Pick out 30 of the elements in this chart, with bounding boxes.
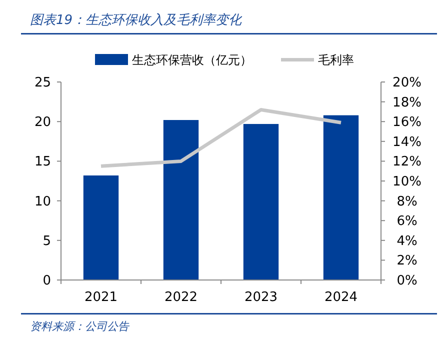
y-tick-label: 20	[34, 115, 51, 130]
bar	[163, 120, 199, 280]
y2-tick-label: 0%	[396, 274, 418, 288]
line-series	[99, 108, 343, 168]
x-tick-label: 2021	[84, 290, 118, 305]
y2-tick-label: 18%	[392, 95, 422, 110]
bar	[243, 124, 279, 280]
legend-label: 生态环保营收（亿元）	[132, 53, 252, 67]
y2-tick-label: 20%	[392, 76, 422, 90]
y2-tick-label: 2%	[396, 254, 418, 269]
x-tick-label: 2024	[324, 290, 358, 305]
legend-label: 毛利率	[318, 53, 354, 67]
y2-tick-label: 4%	[396, 234, 418, 249]
y-tick-label: 0	[42, 274, 51, 288]
text: 资料来源：公司公告	[30, 320, 130, 333]
y2-tick-label: 12%	[392, 154, 422, 170]
y-tick-label: 5	[42, 234, 51, 249]
y2-tick-label: 8%	[396, 194, 418, 210]
y-tick-label: 15	[34, 154, 51, 170]
y2-tick-label: 14%	[392, 134, 422, 150]
y-tick-label: 25	[34, 76, 51, 90]
bar	[323, 115, 359, 280]
x-tick-label: 2023	[244, 290, 278, 305]
y-tick-label: 10	[34, 194, 51, 210]
y2-tick-label: 6%	[396, 214, 418, 230]
chart-title: 图表19：生态环保收入及毛利率变化	[30, 12, 243, 28]
y2-tick-label: 16%	[392, 115, 422, 130]
y2-tick-label: 10%	[392, 174, 422, 190]
bar	[83, 175, 119, 280]
x-tick-label: 2022	[164, 290, 198, 305]
